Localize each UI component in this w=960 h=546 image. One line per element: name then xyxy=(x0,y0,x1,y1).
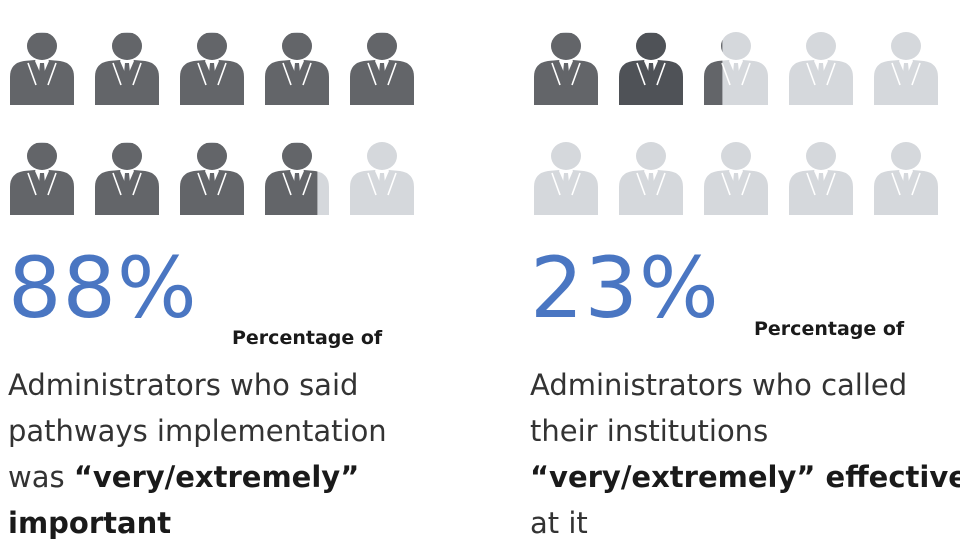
person-icon xyxy=(350,32,414,105)
percentage-caption: Percentage of xyxy=(754,318,905,340)
description: Administrators who said pathways impleme… xyxy=(8,362,448,546)
description-emphasis: “very/extremely” important xyxy=(8,460,360,540)
person-icon xyxy=(704,142,768,215)
person-icon xyxy=(180,32,244,105)
person-icon xyxy=(10,142,74,215)
icon-grid-effective xyxy=(534,32,938,215)
person-icon xyxy=(874,32,938,105)
person-icon xyxy=(789,142,853,215)
description: Administrators who called their institut… xyxy=(530,362,960,546)
person-icon xyxy=(789,32,853,105)
description-emphasis: “very/extremely” effective xyxy=(530,460,960,494)
percentage-caption: Percentage of xyxy=(232,327,383,349)
percentage-value: 23% xyxy=(530,239,720,337)
person-icon xyxy=(95,32,159,105)
description-text: Administrators who called their institut… xyxy=(530,368,908,448)
person-icon xyxy=(265,142,329,215)
description-text: Administrators who said pathways impleme… xyxy=(8,368,387,494)
person-icon xyxy=(95,142,159,215)
person-icon xyxy=(874,142,938,215)
person-icon xyxy=(265,32,329,105)
person-icon xyxy=(534,32,598,105)
person-icon xyxy=(704,32,768,105)
chart-panel-effective: 23% Percentage of Administrators who cal… xyxy=(524,0,960,540)
person-icon xyxy=(350,142,414,215)
person-icon xyxy=(619,142,683,215)
percentage-value: 88% xyxy=(8,239,198,337)
description-tail: at it xyxy=(530,506,588,540)
person-icon xyxy=(10,32,74,105)
chart-panel-important: 88% Percentage of Administrators who sai… xyxy=(0,0,470,540)
person-icon xyxy=(180,142,244,215)
person-icon xyxy=(619,32,683,105)
icon-grid-important xyxy=(10,32,414,215)
person-icon xyxy=(534,142,598,215)
